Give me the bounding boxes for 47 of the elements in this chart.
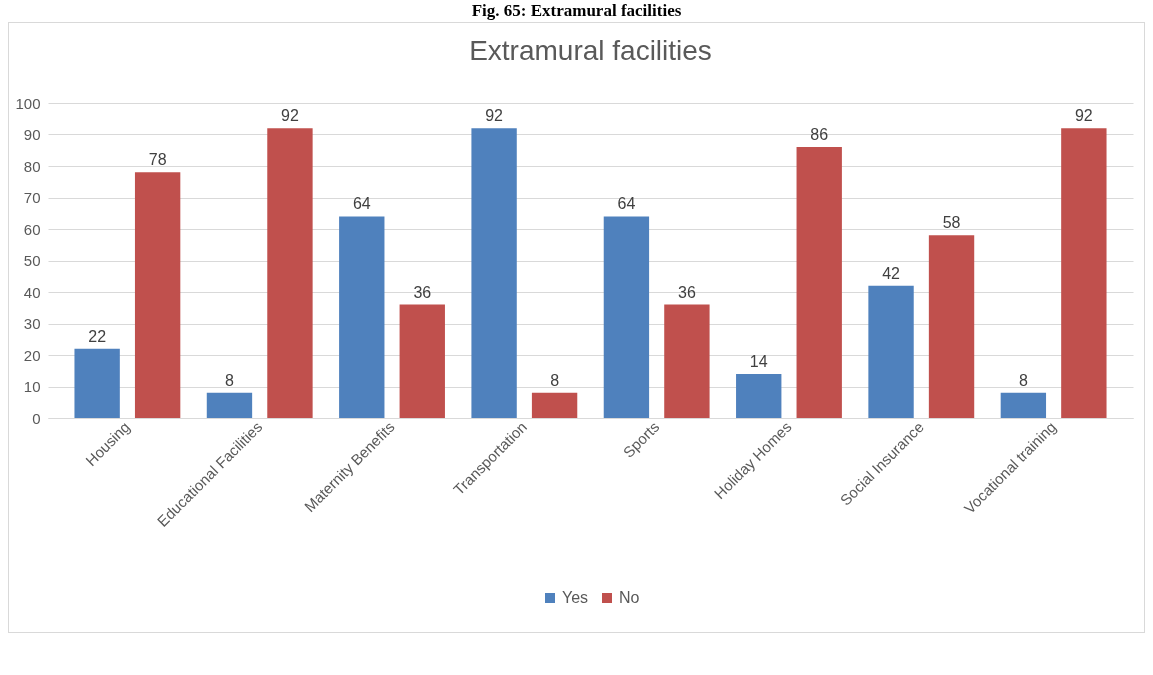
data-label: 86 [810,126,829,144]
chart-title: Extramural facilities [469,35,712,66]
y-tick-label: 60 [23,220,41,238]
caption: Fig. 65: Extramural facilities [470,0,683,22]
bar [399,304,445,418]
data-label: 92 [281,107,299,125]
bar [1061,128,1107,418]
data-label: 78 [148,151,167,169]
bar [134,172,181,418]
data-label: 92 [1074,107,1093,125]
bar [928,235,975,418]
y-tick-label: 100 [15,94,41,112]
bar [868,285,914,418]
data-label: 64 [352,195,371,213]
y-tick-label: 90 [23,126,41,143]
data-label: 8 [225,371,235,389]
bar [531,392,578,418]
bar [267,128,313,418]
y-tick-label: 0 [32,409,41,427]
data-label: 36 [413,283,432,301]
data-label: 14 [749,352,768,370]
bar [471,128,517,418]
y-tick-label: 20 [23,346,41,364]
y-tick-label: 80 [23,157,41,175]
y-tick-label: 30 [23,315,41,332]
data-label: 22 [88,327,107,345]
bar [206,392,253,418]
legend-label: Yes [562,589,589,606]
y-tick-label: 50 [23,252,41,269]
y-tick-label: 70 [23,189,41,206]
data-label: 58 [942,214,961,232]
bar [796,147,842,418]
bar [736,373,782,418]
data-label: 8 [1018,371,1028,389]
legend-label: No [619,589,640,606]
bar [1000,392,1047,418]
data-label: 8 [550,371,560,389]
y-tick-label: 10 [23,378,41,395]
data-label: 92 [485,107,504,125]
bar [603,216,650,418]
data-label: 36 [678,283,696,301]
bar [664,304,710,418]
bar [339,216,385,418]
data-label: 42 [882,264,901,282]
y-tick-label: 40 [23,283,41,301]
data-label: 64 [617,195,636,213]
bar [74,348,120,418]
